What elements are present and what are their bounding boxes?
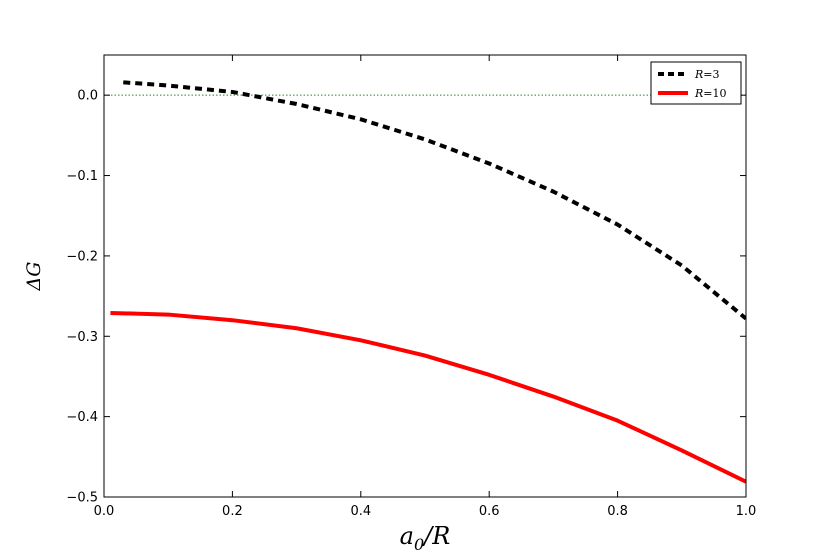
y-axis-label-group: ΔG — [23, 262, 45, 292]
x-tick-label: 1.0 — [736, 504, 757, 519]
y-axis-label: ΔG — [23, 262, 45, 292]
x-tick-label: 0.8 — [607, 504, 628, 519]
y-tick-label: −0.1 — [66, 169, 98, 184]
series-layer — [110, 80, 746, 484]
y-tick-label: −0.2 — [66, 249, 98, 264]
x-axis-label-group: a0/R — [400, 522, 451, 554]
x-tick-label: 0.2 — [222, 504, 243, 519]
legend-label-0: R=3 — [694, 68, 720, 81]
y-tick-label: 0.0 — [77, 89, 98, 104]
plot-frame — [103, 54, 747, 498]
y-ticks: 0.0 −0.1 −0.2 −0.3 −0.4 −0.5 — [66, 89, 746, 506]
y-tick-label: −0.4 — [66, 410, 98, 425]
legend: R=3 R=10 — [650, 61, 742, 105]
legend-label-1: R=10 — [694, 87, 727, 100]
series-line-0 — [123, 80, 746, 321]
y-tick-label: −0.5 — [66, 491, 98, 506]
x-tick-label: 0.4 — [350, 504, 371, 519]
x-ticks: 0.0 0.2 0.4 0.6 0.8 1.0 — [94, 55, 757, 519]
x-axis-label: a0/R — [400, 522, 451, 554]
series-line-1 — [110, 310, 746, 484]
x-tick-label: 0.0 — [94, 504, 115, 519]
y-tick-label: −0.3 — [66, 330, 98, 345]
x-tick-label: 0.6 — [479, 504, 500, 519]
legend-box — [650, 61, 742, 105]
